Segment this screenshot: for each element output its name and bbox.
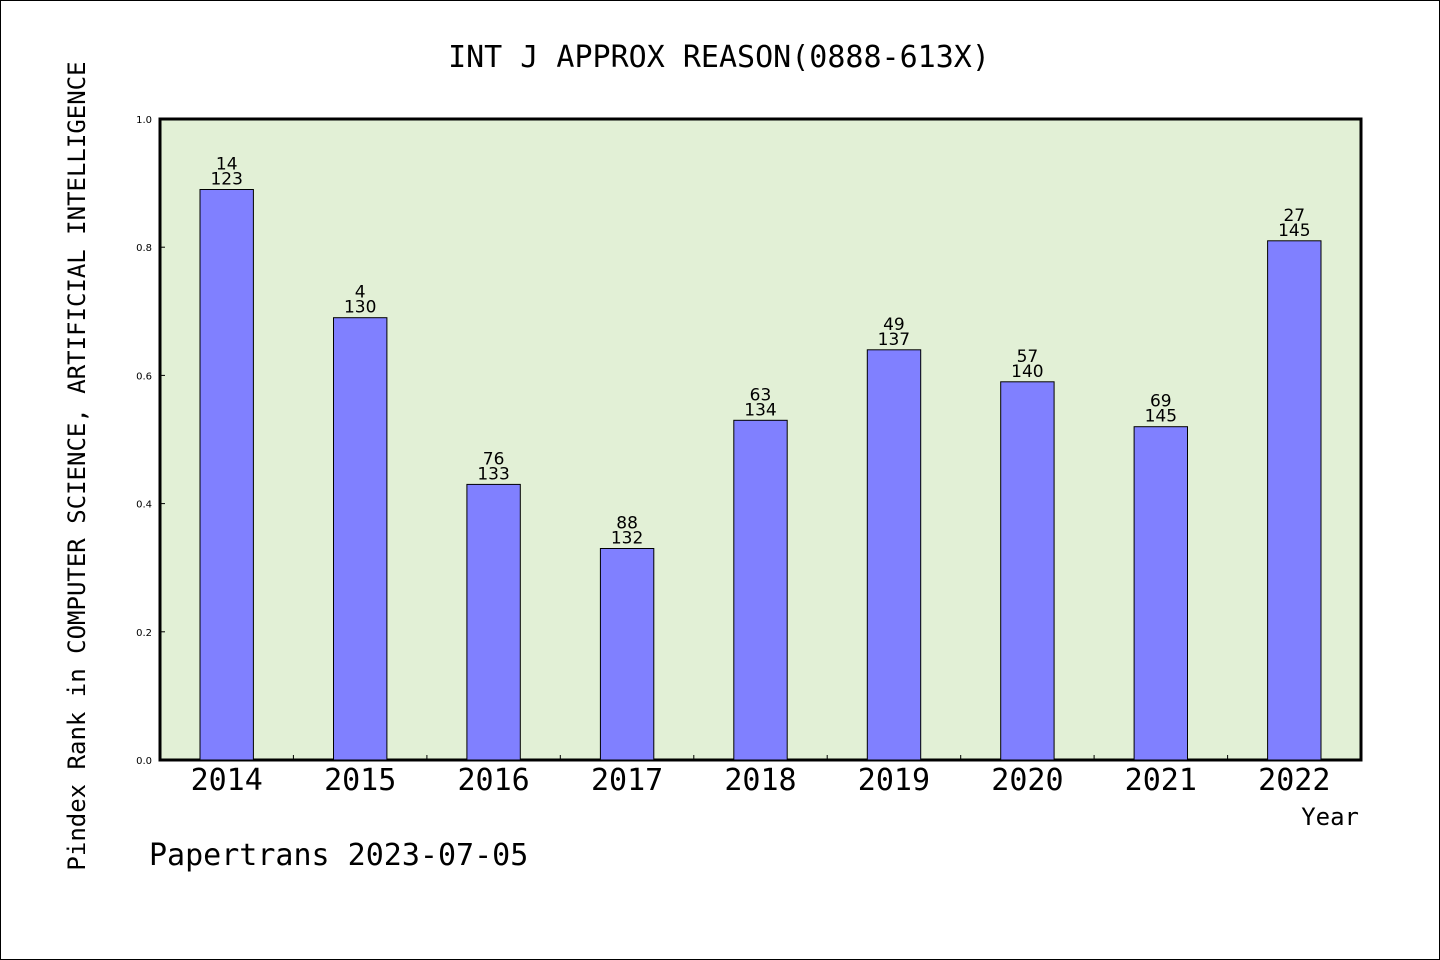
bar-2018 (733, 419, 788, 761)
rank-label-2015: 4 (355, 283, 366, 303)
bar-2022 (1267, 240, 1322, 761)
footer-text: Papertrans 2023-07-05 (149, 838, 528, 873)
rank-label-2019: 49 (883, 315, 905, 335)
x-tick-2015: 2015 (324, 763, 396, 798)
y-tick-0.8: 0.8 (136, 243, 152, 254)
bars-group (199, 189, 1322, 761)
rank-label-2022: 27 (1283, 206, 1305, 226)
bar-2014 (199, 189, 254, 761)
x-tick-2018: 2018 (724, 763, 796, 798)
y-tick-1.0: 1.0 (136, 115, 152, 126)
total-label-2016: 133 (477, 464, 509, 484)
bar-2019 (866, 349, 922, 761)
rank-label-2018: 63 (750, 385, 772, 405)
y-tick-0.4: 0.4 (136, 500, 152, 511)
rank-label-2016: 76 (483, 449, 505, 469)
rank-label-2021: 69 (1150, 392, 1172, 412)
data-labels-group: 1412341307613388132631344913757140691452… (210, 155, 1310, 549)
total-label-2017: 132 (611, 529, 643, 549)
rank-label-2014: 14 (216, 155, 238, 175)
y-axis-label: Pindex Rank in COMPUTER SCIENCE, ARTIFIC… (63, 61, 91, 870)
rank-label-2017: 88 (616, 514, 638, 534)
total-label-2014: 123 (210, 170, 242, 190)
x-axis-label: Year (1301, 803, 1359, 831)
chart-title: INT J APPROX REASON(0888-613X) (448, 40, 990, 75)
y-ticks-group: 0.0 0.2 0.4 0.6 0.8 1.0 (136, 115, 165, 767)
x-tick-2020: 2020 (991, 763, 1063, 798)
bar-2015 (333, 317, 388, 761)
bar-2020 (1000, 381, 1055, 761)
bar-2016 (466, 483, 521, 761)
bar-2017 (599, 548, 655, 761)
rank-label-2020: 57 (1017, 347, 1039, 367)
total-label-2018: 134 (744, 400, 776, 420)
x-tick-2016: 2016 (457, 763, 529, 798)
x-tick-2017: 2017 (591, 763, 663, 798)
x-tick-2022: 2022 (1258, 763, 1330, 798)
y-tick-0.0: 0.0 (136, 756, 152, 767)
x-tick-2014: 2014 (191, 763, 263, 798)
x-ticks-group: 2014 2015 2016 2017 2018 2019 2020 2021 2022 (191, 755, 1330, 798)
x-tick-2019: 2019 (858, 763, 930, 798)
y-tick-0.6: 0.6 (136, 371, 152, 382)
total-label-2019: 137 (878, 330, 910, 350)
total-label-2015: 130 (344, 298, 376, 318)
total-label-2021: 145 (1145, 407, 1177, 427)
total-label-2022: 145 (1278, 221, 1310, 241)
y-tick-0.2: 0.2 (136, 628, 152, 639)
x-tick-2021: 2021 (1125, 763, 1197, 798)
bar-2021 (1133, 426, 1188, 761)
total-label-2020: 140 (1011, 362, 1043, 382)
